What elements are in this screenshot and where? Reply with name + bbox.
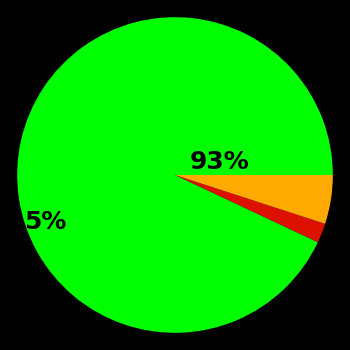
Text: 93%: 93% bbox=[189, 150, 249, 174]
Wedge shape bbox=[17, 17, 333, 333]
Wedge shape bbox=[175, 175, 333, 224]
Wedge shape bbox=[175, 175, 325, 242]
Text: 5%: 5% bbox=[25, 210, 67, 234]
